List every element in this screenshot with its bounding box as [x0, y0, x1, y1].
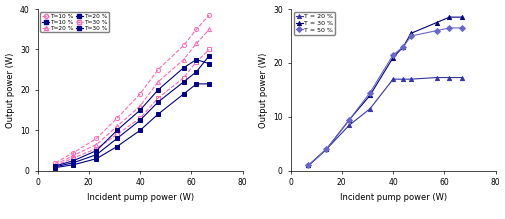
Y-axis label: Output power (W): Output power (W) — [258, 52, 267, 128]
T = 50 % — [445, 27, 451, 29]
T = 30 % — [389, 56, 395, 59]
T = 20 % — [305, 164, 311, 167]
Legend: T=10 %, T=10 %, T=20 %, T=20 %, T=30 %, T=30 %: T=10 %, T=10 %, T=20 %, T=20 %, T=30 %, … — [40, 12, 109, 32]
T = 30 % — [305, 164, 311, 167]
T = 20 % — [366, 108, 372, 110]
T = 30 % — [323, 148, 329, 151]
T = 50 % — [366, 91, 372, 94]
T = 20 % — [389, 78, 395, 80]
T = 50 % — [346, 118, 352, 121]
T = 20 % — [399, 78, 406, 80]
Line: T = 20 %: T = 20 % — [306, 76, 464, 168]
T = 30 % — [346, 118, 352, 121]
X-axis label: Incident pump power (W): Incident pump power (W) — [339, 193, 446, 202]
X-axis label: Incident pump power (W): Incident pump power (W) — [86, 193, 193, 202]
T = 20 % — [433, 76, 439, 79]
Legend: T = 20 %, T = 30 %, T = 50 %: T = 20 %, T = 30 %, T = 50 % — [293, 12, 334, 35]
T = 20 % — [346, 124, 352, 126]
T = 30 % — [459, 16, 465, 18]
Y-axis label: Output power (W): Output power (W) — [6, 52, 15, 128]
T = 20 % — [445, 76, 451, 79]
T = 20 % — [459, 76, 465, 79]
T = 50 % — [459, 27, 465, 29]
T = 30 % — [445, 16, 451, 18]
T = 20 % — [407, 78, 413, 80]
T = 20 % — [323, 148, 329, 151]
T = 50 % — [407, 35, 413, 37]
T = 50 % — [433, 29, 439, 32]
T = 30 % — [433, 21, 439, 24]
Line: T = 50 %: T = 50 % — [306, 26, 464, 168]
T = 50 % — [399, 46, 406, 48]
T = 30 % — [366, 94, 372, 97]
Line: T = 30 %: T = 30 % — [306, 15, 464, 168]
T = 30 % — [407, 32, 413, 35]
T = 50 % — [389, 54, 395, 56]
T = 30 % — [399, 46, 406, 48]
T = 50 % — [323, 148, 329, 151]
T = 50 % — [305, 164, 311, 167]
